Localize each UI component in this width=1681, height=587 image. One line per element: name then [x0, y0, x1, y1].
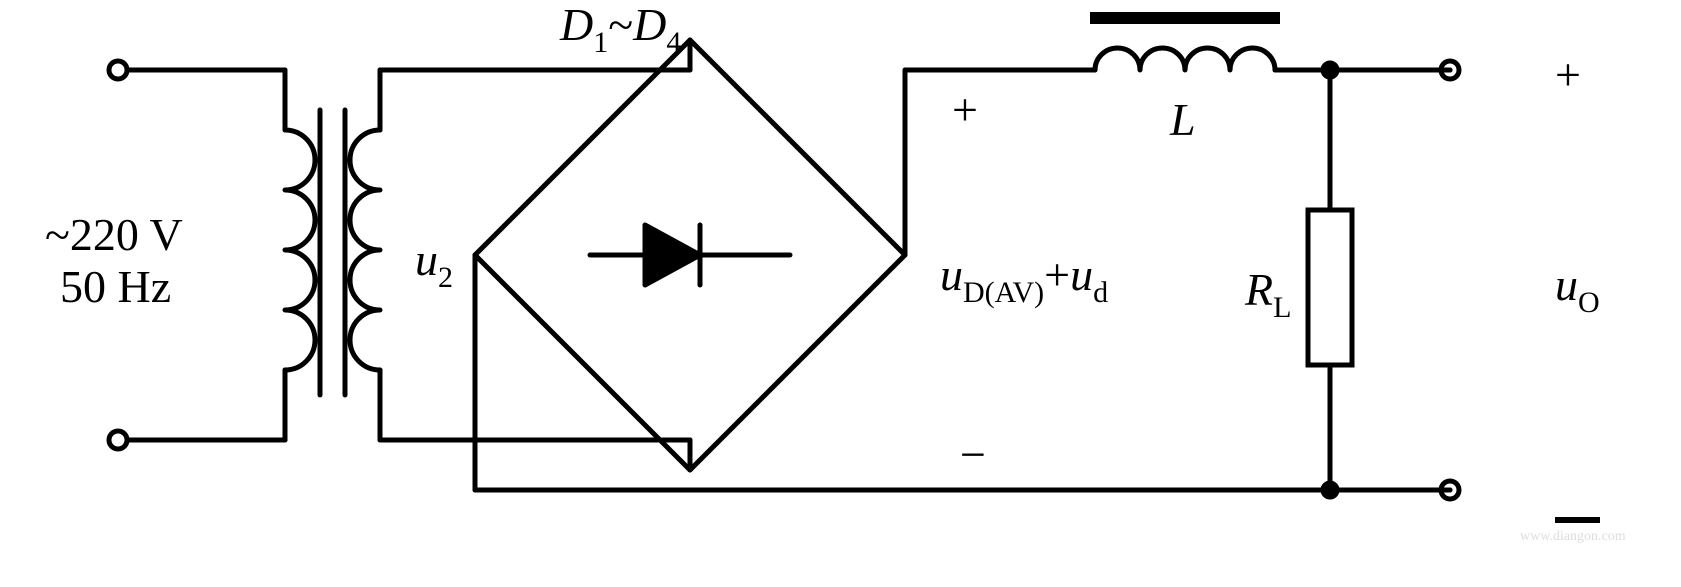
svg-text:50 Hz: 50 Hz — [60, 261, 171, 312]
svg-text:RL: RL — [1244, 264, 1291, 324]
svg-text:~220 V: ~220 V — [45, 209, 183, 260]
svg-text:D1~D4: D1~D4 — [559, 0, 681, 59]
svg-text:−: − — [960, 429, 986, 480]
svg-text:uD(AV)+ud: uD(AV)+ud — [940, 249, 1108, 309]
svg-text:+: + — [952, 84, 978, 135]
svg-text:uO: uO — [1555, 259, 1600, 319]
svg-text:u2: u2 — [415, 234, 453, 294]
svg-text:+: + — [1555, 49, 1581, 100]
svg-text:www.diangon.com: www.diangon.com — [1520, 529, 1626, 544]
svg-text:L: L — [1169, 94, 1196, 145]
